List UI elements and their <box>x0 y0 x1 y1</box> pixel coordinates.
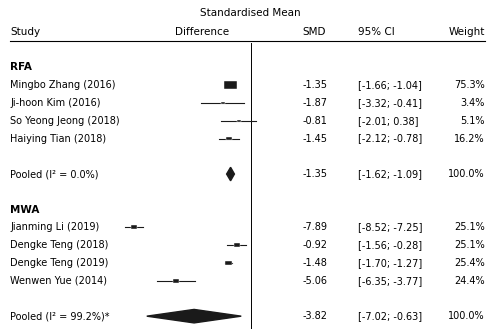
Bar <box>234 243 240 247</box>
Text: Difference: Difference <box>176 27 230 37</box>
Text: [-8.52; -7.25]: [-8.52; -7.25] <box>358 222 422 232</box>
Bar <box>224 82 237 89</box>
Text: -5.06: -5.06 <box>302 276 328 286</box>
Bar <box>130 225 137 229</box>
Text: 5.1%: 5.1% <box>460 116 485 126</box>
Text: 100.0%: 100.0% <box>448 169 485 179</box>
Text: SMD: SMD <box>302 27 326 37</box>
Text: Wenwen Yue (2014): Wenwen Yue (2014) <box>10 276 107 286</box>
Text: 100.0%: 100.0% <box>448 311 485 321</box>
Text: 25.4%: 25.4% <box>454 258 485 268</box>
Text: Haiying Tian (2018): Haiying Tian (2018) <box>10 134 106 143</box>
Text: RFA: RFA <box>10 63 32 72</box>
Text: Study: Study <box>10 27 40 37</box>
Text: 16.2%: 16.2% <box>454 134 485 143</box>
Text: Dengke Teng (2019): Dengke Teng (2019) <box>10 258 108 268</box>
Bar <box>221 102 225 104</box>
Text: Pooled (I² = 99.2%)*: Pooled (I² = 99.2%)* <box>10 311 110 321</box>
Text: [-6.35; -3.77]: [-6.35; -3.77] <box>358 276 422 286</box>
Text: -1.35: -1.35 <box>302 80 328 90</box>
Bar <box>172 279 179 283</box>
Text: -1.48: -1.48 <box>302 258 328 268</box>
Text: [-1.66; -1.04]: [-1.66; -1.04] <box>358 80 422 90</box>
Text: [-2.01; 0.38]: [-2.01; 0.38] <box>358 116 418 126</box>
Text: 95% CI: 95% CI <box>358 27 394 37</box>
Text: [-2.12; -0.78]: [-2.12; -0.78] <box>358 134 422 143</box>
Text: -3.82: -3.82 <box>302 311 328 321</box>
Text: 3.4%: 3.4% <box>460 98 485 108</box>
Text: [-1.62; -1.09]: [-1.62; -1.09] <box>358 169 422 179</box>
Text: -1.45: -1.45 <box>302 134 328 143</box>
Text: -7.89: -7.89 <box>302 222 328 232</box>
Text: So Yeong Jeong (2018): So Yeong Jeong (2018) <box>10 116 120 126</box>
Text: Ji-hoon Kim (2016): Ji-hoon Kim (2016) <box>10 98 101 108</box>
Text: 25.1%: 25.1% <box>454 240 485 250</box>
Text: [-1.70; -1.27]: [-1.70; -1.27] <box>358 258 422 268</box>
Text: Dengke Teng (2018): Dengke Teng (2018) <box>10 240 108 250</box>
Polygon shape <box>226 167 234 181</box>
Text: Mingbo Zhang (2016): Mingbo Zhang (2016) <box>10 80 116 90</box>
Text: Pooled (I² = 0.0%): Pooled (I² = 0.0%) <box>10 169 99 179</box>
Bar <box>236 119 240 122</box>
Text: -1.87: -1.87 <box>302 98 328 108</box>
Text: 24.4%: 24.4% <box>454 276 485 286</box>
Text: 25.1%: 25.1% <box>454 222 485 232</box>
Text: -0.92: -0.92 <box>302 240 328 250</box>
Text: Jianming Li (2019): Jianming Li (2019) <box>10 222 99 232</box>
Text: -0.81: -0.81 <box>302 116 328 126</box>
Text: Weight: Weight <box>448 27 485 37</box>
Text: Standardised Mean: Standardised Mean <box>200 8 300 18</box>
Text: -1.35: -1.35 <box>302 169 328 179</box>
Text: 75.3%: 75.3% <box>454 80 485 90</box>
Text: [-7.02; -0.63]: [-7.02; -0.63] <box>358 311 422 321</box>
Bar <box>226 137 232 140</box>
Text: MWA: MWA <box>10 205 40 215</box>
Text: [-3.32; -0.41]: [-3.32; -0.41] <box>358 98 422 108</box>
Bar <box>226 261 232 265</box>
Polygon shape <box>147 309 241 323</box>
Text: [-1.56; -0.28]: [-1.56; -0.28] <box>358 240 422 250</box>
